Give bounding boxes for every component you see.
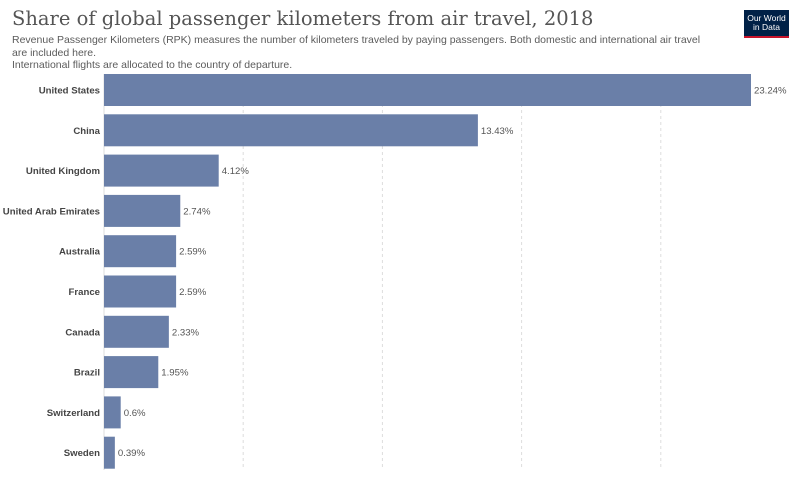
value-label: 0.6% <box>124 408 146 419</box>
category-label: Sweden <box>64 448 100 459</box>
bar <box>104 396 121 429</box>
chart-subtitle: Revenue Passenger Kilometers (RPK) measu… <box>12 34 712 72</box>
value-label: 1.95% <box>161 368 189 379</box>
subtitle-line-2: International flights are allocated to t… <box>12 59 293 71</box>
bar <box>104 74 751 106</box>
category-label: France <box>69 287 100 298</box>
category-label: Australia <box>59 247 101 258</box>
category-label: United Kingdom <box>26 166 100 177</box>
bar <box>104 356 159 389</box>
value-label: 2.59% <box>179 247 207 258</box>
value-label: 4.12% <box>222 166 250 177</box>
subtitle-line-1: Revenue Passenger Kilometers (RPK) measu… <box>12 34 701 59</box>
category-label: United States <box>39 86 100 97</box>
bar <box>104 194 181 227</box>
value-label: 13.43% <box>481 126 514 137</box>
value-label: 2.59% <box>179 287 207 298</box>
bar <box>104 275 177 308</box>
chart-title: Share of global passenger kilometers fro… <box>12 7 594 30</box>
logo-line-1: Our World <box>747 12 786 23</box>
value-label: 2.74% <box>183 206 211 217</box>
category-label: Brazil <box>74 368 100 379</box>
bar <box>104 235 177 268</box>
bar <box>104 315 169 348</box>
bar <box>104 436 115 469</box>
category-label: United Arab Emirates <box>3 206 100 217</box>
category-label: Switzerland <box>47 408 100 419</box>
bar <box>104 114 478 147</box>
category-label: Canada <box>65 327 100 338</box>
value-label: 23.24% <box>754 86 787 97</box>
value-label: 0.39% <box>118 448 146 459</box>
owid-logo[interactable]: Our World in Data <box>744 10 789 38</box>
category-label: China <box>73 126 100 137</box>
value-label: 2.33% <box>172 327 200 338</box>
bar <box>104 154 219 187</box>
logo-line-2: in Data <box>753 22 780 32</box>
